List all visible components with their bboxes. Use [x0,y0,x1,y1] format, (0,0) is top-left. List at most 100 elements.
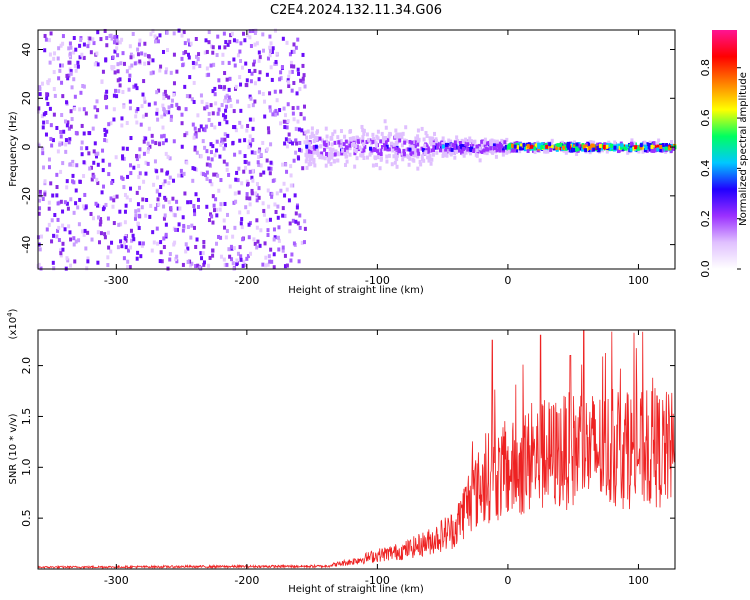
spectrogram-cell [228,39,232,44]
spectrogram-cell [69,197,73,202]
spectrogram-cell [292,42,296,47]
spectrogram-cell [93,141,97,146]
spectrogram-cell [74,201,78,206]
spectrogram-cell [249,251,253,256]
spectrogram-cell [99,219,103,224]
spectrogram-cell [126,259,130,264]
spectrogram-cell [144,171,148,176]
spectrogram-cell [508,143,512,148]
spectrogram-cell [45,96,49,101]
spectrogram-cell [258,70,262,75]
spectrogram-cell [302,73,306,78]
spectrogram-cell [290,88,294,93]
spectrogram-cell [341,148,345,153]
spectrogram-cell [295,205,299,210]
spectrogram-cell [143,52,147,57]
spectrogram-cell [636,146,640,151]
spectrogram-cell [163,179,167,184]
spectrogram-cell [109,121,113,126]
spectrogram-cell [289,183,293,188]
spectrogram-cell [376,136,380,141]
spectrogram-cell [211,220,215,225]
spectrogram-cell [52,70,56,75]
spectrogram-cell [232,125,236,130]
spectrogram-cell [50,239,54,244]
spectrogram-cell [305,135,309,140]
spectrogram-cell [263,241,267,246]
spectrogram-cell [196,56,200,61]
spectrogram-cell [295,141,299,146]
spectrogram-cell [186,225,190,230]
spectrogram-cell [194,54,198,59]
spectrogram-cell [112,107,116,112]
spectrogram-cell [404,138,408,143]
spectrogram-cell [160,134,164,139]
spectrogram-cell [447,138,451,143]
spectrogram-cell [112,117,116,122]
spectrogram-cell [232,246,236,251]
spectrogram-cell [82,107,86,112]
spectrogram-cell [455,145,459,150]
spectrogram-cell [270,49,274,54]
spectrogram-cell [577,143,581,148]
spectrogram-cell [64,138,68,143]
spectrogram-cell [629,147,633,152]
spectrogram-cell [218,45,222,50]
spectrogram-cell [466,142,470,147]
spectrogram-cell [162,133,166,138]
spectrogram-cell [84,246,88,251]
spectrogram-cell [257,162,261,167]
spectrogram-cell [255,218,259,223]
spectrogram-cell [59,134,63,139]
spectrogram-cell [47,200,51,205]
spectrogram-cell [656,147,660,152]
spectrogram-cell [489,142,493,147]
spectrogram-cell [228,98,232,103]
spectrogram-cell [324,142,328,147]
spectrogram-cell [233,63,237,68]
spectrogram-cell [232,109,236,114]
spectrogram-cell [648,142,652,147]
spectrogram-cell [254,191,258,196]
spectrogram-cell [387,134,391,139]
spectrogram-cell [210,214,214,219]
spectrogram-cell [291,218,295,223]
spectrogram-cell [257,149,261,154]
spectrogram-cell [182,223,186,228]
x-tick-label: 100 [628,574,649,587]
spectrogram-cell [253,42,257,47]
spectrogram-cell [129,52,133,57]
spectrogram-cell [407,162,411,167]
spectrogram-cell [68,230,72,235]
spectrogram-cell [191,178,195,183]
spectrogram-cell [196,113,200,118]
spectrogram-cell [137,42,141,47]
spectrogram-cell [83,228,87,233]
spectrogram-cell [253,241,257,246]
spectrogram-cell [59,169,63,174]
spectrogram-cell [468,151,472,156]
spectrogram-cell [207,72,211,77]
spectrogram-cell [225,104,229,109]
spectrogram-cell [478,146,482,151]
spectrogram-cell [183,133,187,138]
spectrogram-cell [277,225,281,230]
spectrogram-cell [412,158,416,163]
spectrogram-cell [83,192,87,197]
spectrogram-cell [546,149,550,154]
spectrogram-cell [236,99,240,104]
spectrogram-cell [307,141,311,146]
spectrogram-cell [119,239,123,244]
spectrogram-cell [77,238,81,243]
spectrogram-cell [69,109,73,114]
spectrogram-cell [404,125,408,130]
spectrogram-cell [243,154,247,159]
spectrogram-cell [123,241,127,246]
spectrogram-cell [233,86,237,91]
spectrogram-cell [151,139,155,144]
spectrogram-cell [292,49,296,54]
spectrogram-cell [302,240,306,245]
spectrogram-cell [136,107,140,112]
spectrogram-cell [136,202,140,207]
spectrogram-cell [218,154,222,159]
